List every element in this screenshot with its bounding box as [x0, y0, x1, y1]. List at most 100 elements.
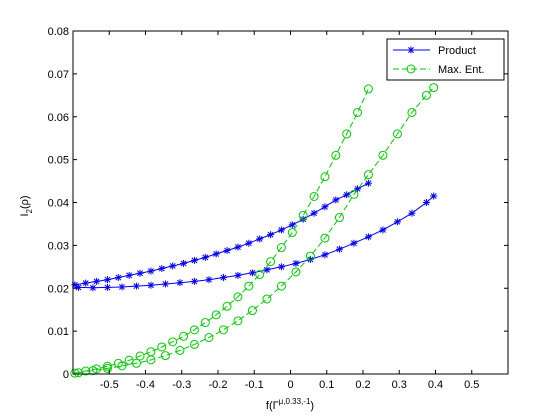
x-tick-label-8: 0.3 — [392, 379, 407, 391]
series-0-point-15-d2 — [234, 244, 241, 251]
series-1-point-8 — [190, 277, 198, 285]
series-1-point-9 — [205, 276, 213, 284]
series-1-point-3 — [118, 283, 126, 291]
series-1-point-13-d2 — [263, 266, 270, 273]
series-3-point-25 — [342, 129, 352, 139]
x-axis-label-end: ) — [310, 400, 314, 412]
series-1-point-25 — [430, 192, 438, 200]
x-tick-label-10: 0.5 — [464, 379, 479, 391]
series-0-point-24 — [332, 196, 340, 204]
series-0 — [71, 179, 372, 289]
series-0-point-5-d2 — [126, 272, 133, 279]
series-0-point-17-d2 — [256, 235, 263, 242]
series-1-point-7 — [176, 279, 184, 287]
series-2-point-7 — [175, 345, 185, 355]
series-0-point-7-d2 — [147, 268, 154, 275]
series-1-point-20 — [364, 233, 372, 241]
series-1-point-17 — [321, 251, 329, 259]
axes-background — [73, 31, 508, 374]
legend-label-maxent: Max. Ent. — [438, 64, 484, 76]
series-1-point-0-d2 — [75, 284, 82, 291]
series-2-point-24 — [421, 90, 431, 100]
y-tick-label-8: 0.08 — [48, 26, 69, 38]
series-0-point-12 — [201, 253, 209, 261]
series-0-point-16 — [245, 239, 253, 247]
x-tick-label-4: -0.1 — [245, 379, 264, 391]
series-2-point-19 — [349, 189, 359, 199]
series-3-point-10 — [179, 331, 189, 341]
series-0-point-4 — [114, 274, 122, 282]
series-3-point-6 — [135, 351, 145, 361]
series-3-point-0 — [70, 368, 80, 378]
series-1-point-18 — [335, 245, 343, 253]
series-0-point-25 — [343, 191, 351, 199]
series-1-point-16-d2 — [307, 256, 314, 263]
x-tick-label-2: -0.3 — [172, 379, 191, 391]
series-1-point-7-d2 — [176, 279, 183, 286]
legend-circle-marker — [406, 64, 416, 74]
series-1-point-20-d2 — [365, 233, 372, 240]
series-0-point-27 — [364, 179, 372, 187]
series-0-point-13 — [212, 250, 220, 258]
x-tick-label-6: 0.1 — [319, 379, 334, 391]
x-tick-label-1: -0.4 — [136, 379, 155, 391]
series-1-point-13 — [263, 266, 271, 274]
series-0-point-18-d2 — [267, 231, 274, 238]
series-2-point-2 — [102, 363, 112, 373]
series-3-point-11 — [189, 325, 199, 335]
series-0-point-8-d2 — [158, 265, 165, 272]
series-2-point-22 — [392, 129, 402, 139]
x-axis-label: f(Γμ,0.33,-1) — [266, 397, 314, 412]
legend-box — [386, 38, 505, 81]
series-2-point-15 — [291, 267, 301, 277]
series-0-point-13-d2 — [213, 250, 220, 257]
legend-marker-maxent — [406, 64, 416, 74]
x-tick-label-3: -0.2 — [209, 379, 228, 391]
series-1-point-6 — [161, 280, 169, 288]
series-2-point-8 — [189, 339, 199, 349]
series-1-point-0 — [74, 283, 82, 291]
series-0-point-22-d2 — [311, 210, 318, 217]
series-0-point-9-d2 — [169, 263, 176, 269]
series-3-point-19 — [276, 243, 286, 253]
series-3-point-1 — [81, 366, 91, 376]
x-tick-label-0: -0.5 — [100, 379, 119, 391]
series-1-point-10-d2 — [220, 274, 227, 281]
series-0-point-19-d2 — [278, 226, 285, 233]
y-axis-label-main: I — [19, 213, 31, 216]
series-2-point-17 — [320, 233, 330, 243]
series-2-point-12 — [247, 306, 257, 316]
series-1-point-14 — [277, 263, 285, 271]
series-1-point-22 — [393, 218, 401, 226]
series-2-point-25 — [429, 83, 439, 93]
series-3-point-9 — [168, 337, 178, 347]
series-3 — [70, 84, 373, 378]
series-0-point-1 — [82, 279, 90, 287]
series-0-point-22 — [310, 209, 318, 217]
series-1-point-15 — [292, 259, 300, 267]
series-3-point-13 — [211, 310, 221, 320]
series-0-point-6 — [136, 269, 144, 277]
series-3-line — [74, 88, 369, 374]
x-axis-label-sup: μ,0.33,-1 — [279, 397, 311, 406]
series-3-point-3 — [102, 361, 112, 371]
x-tick-label-7: 0.2 — [355, 379, 370, 391]
series-3-point-18 — [266, 257, 276, 267]
series-2-point-16 — [305, 251, 315, 261]
series-1-point-23 — [408, 209, 416, 217]
series-1-point-25-d2 — [430, 193, 437, 200]
series-0-line — [74, 182, 369, 286]
series-1-point-11 — [234, 271, 242, 279]
series-0-point-1-d2 — [82, 280, 89, 287]
series-3-point-8 — [157, 342, 167, 352]
y-tick-label-1: 0.01 — [48, 326, 69, 338]
series-1-point-5 — [147, 281, 155, 289]
series-1-point-4 — [132, 282, 140, 290]
series-3-point-27 — [363, 84, 373, 94]
series-3-point-17 — [255, 270, 265, 280]
series-0-point-10 — [180, 259, 188, 267]
series-1-point-8-d2 — [191, 278, 198, 285]
series-1-point-15-d2 — [292, 260, 299, 267]
y-axis-label: I2(ρ) — [19, 195, 34, 216]
series-3-point-22 — [309, 191, 319, 201]
